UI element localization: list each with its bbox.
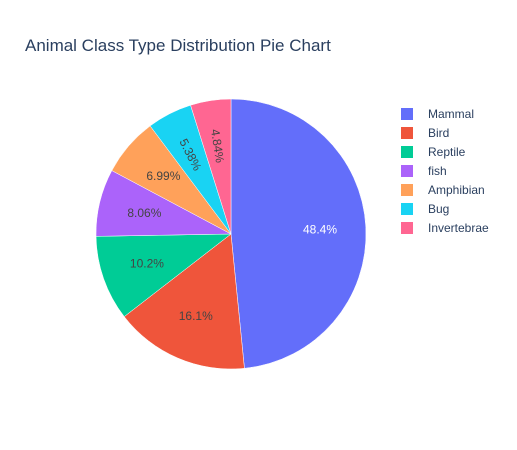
- legend-item-invertebrae[interactable]: Invertebrae: [401, 221, 489, 235]
- legend-label-bird: Bird: [428, 126, 449, 140]
- pie-labels: 48.4%16.1%10.2%8.06%6.99%5.38% 4.84%: [127, 128, 337, 323]
- legend-label-invertebrae: Invertebrae: [428, 221, 489, 235]
- pie-slice-mammal[interactable]: [230, 98, 367, 369]
- legend-swatch-invertebrae: [401, 222, 413, 234]
- legend-swatch-bird: [401, 127, 413, 139]
- legend-swatch-amphibian: [401, 184, 413, 196]
- legend-label-reptile: Reptile: [428, 145, 466, 159]
- legend-label-mammal: Mammal: [428, 107, 474, 121]
- slice-label-bird: 16.1%: [179, 309, 213, 323]
- legend-label-fish: fish: [428, 164, 447, 178]
- legend-swatch-bug: [401, 203, 413, 215]
- legend-swatch-reptile: [401, 146, 413, 158]
- legend-item-bird[interactable]: Bird: [401, 126, 449, 140]
- slice-label-reptile: 10.2%: [130, 257, 164, 271]
- slice-label-fish: 8.06%: [127, 206, 161, 220]
- slice-label-mammal: 48.4%: [303, 223, 337, 237]
- legend-item-mammal[interactable]: Mammal: [401, 107, 474, 121]
- slice-label-amphibian: 6.99%: [146, 169, 180, 183]
- legend-label-amphibian: Amphibian: [428, 183, 485, 197]
- pie-slice-invertebrae[interactable]: [190, 98, 232, 235]
- pie-slice-reptile[interactable]: [95, 233, 232, 317]
- slice-label-invertebrae: 4.84%: [208, 128, 227, 164]
- legend-swatch-mammal: [401, 108, 413, 120]
- legend-item-bug[interactable]: Bug: [401, 202, 449, 216]
- pie-slice-bird[interactable]: [123, 233, 245, 370]
- chart-title: Animal Class Type Distribution Pie Chart: [25, 36, 331, 55]
- legend: Mammal Bird Reptile fish Amphibian Bug Inverte…: [401, 107, 489, 235]
- pie-slices: [95, 98, 367, 370]
- legend-label-bug: Bug: [428, 202, 449, 216]
- legend-swatch-fish: [401, 165, 413, 177]
- legend-item-reptile[interactable]: Reptile: [401, 145, 466, 159]
- legend-item-amphibian[interactable]: Amphibian: [401, 183, 485, 197]
- legend-item-fish[interactable]: fish: [401, 164, 447, 178]
